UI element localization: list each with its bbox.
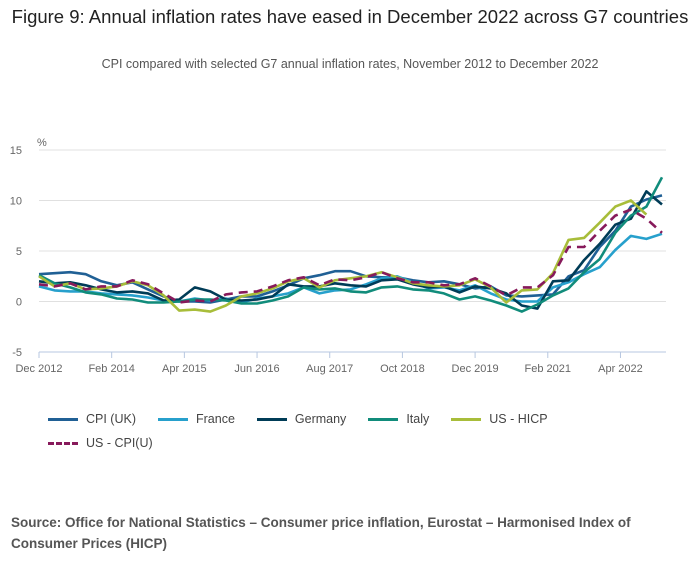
series-line-cpi-uk [38,194,663,304]
legend-swatch [451,417,482,421]
legend-label: CPI (UK) [86,412,136,426]
legend: CPI (UK) France Germany Italy US - HICP US - … [48,407,688,455]
legend-label: US - CPI(U) [86,436,153,450]
line-chart: 15 10 5 0 -5% Dec 2012 Feb 2014 Apr 2015 Jun 201… [10,137,666,375]
y-tick-label: 5 [16,246,22,258]
chart-title: Figure 9: Annual inflation rates have ea… [11,6,689,27]
x-tick-label: Apr 2022 [598,363,643,375]
series-line-germany [38,190,663,310]
source-note: Source: Office for National Statistics –… [11,515,631,551]
legend-item[interactable]: US - CPI(U) [48,431,153,455]
x-tick-label: Apr 2015 [162,363,207,375]
legend-label: Germany [294,412,347,426]
legend-item[interactable]: CPI (UK) [48,407,136,431]
x-tick-label: Aug 2017 [306,363,353,375]
legend-swatch [48,441,78,445]
legend-label: US - HICP [489,412,548,426]
x-tick-label: Jun 2016 [234,363,279,375]
legend-item[interactable]: Germany [256,407,347,431]
x-tick-label: Dec 2012 [15,363,62,375]
legend-swatch [368,417,399,421]
legend-swatch [256,417,287,421]
x-tick-label: Oct 2018 [380,363,425,375]
legend-item[interactable]: France [158,407,235,431]
legend-label: Italy [406,412,430,426]
legend-swatch [48,417,78,421]
legend-swatch [158,417,188,421]
series-line-france [38,232,663,304]
series-line-us-cpi-u [38,208,663,304]
x-tick-label: Feb 2021 [525,363,571,375]
legend-item[interactable]: Italy [368,407,429,431]
x-tick-label: Dec 2019 [452,363,499,375]
series-line-italy [38,176,664,313]
y-tick-label: -5 [12,347,22,359]
legend-label: France [196,412,235,426]
legend-item[interactable]: US - HICP [451,407,548,431]
y-tick-label: 0 [16,297,22,309]
y-tick-label: 10 [10,196,22,208]
chart-subtitle: CPI compared with selected G7 annual inf… [101,57,599,71]
y-axis-label: % [37,137,47,149]
y-tick-label: 15 [10,145,22,157]
x-tick-label: Feb 2014 [88,363,134,375]
